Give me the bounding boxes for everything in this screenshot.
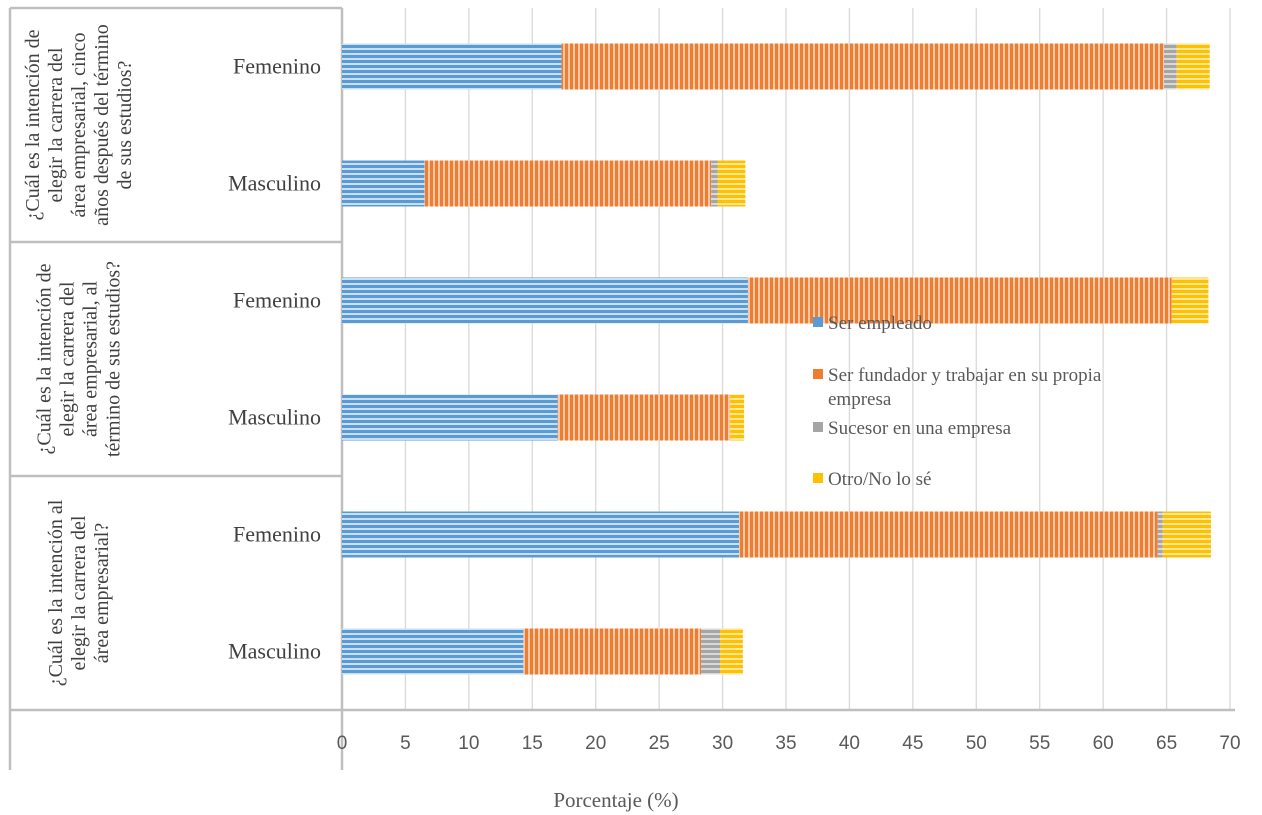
group-label: ¿Cuál es la intención alelegir la carrer…	[45, 499, 113, 686]
x-tick-label: 20	[585, 733, 606, 754]
bar-segment	[720, 628, 743, 675]
bar-segment	[342, 394, 558, 441]
category-label: Femenino	[233, 288, 321, 313]
bar-segment	[1171, 277, 1209, 324]
bar-segment	[1157, 511, 1163, 558]
bars	[342, 43, 1211, 675]
bar-segment	[730, 394, 745, 441]
bar-segment	[342, 43, 562, 90]
x-tick-label: 40	[839, 733, 860, 754]
x-tick-label: 45	[902, 733, 923, 754]
x-tick-label: 60	[1093, 733, 1114, 754]
category-label: Masculino	[228, 171, 321, 196]
x-tick-label: 30	[712, 733, 733, 754]
bar-segment	[342, 628, 524, 675]
legend-swatch	[813, 422, 823, 432]
legend-label: Ser fundador y trabajar en su propia empr…	[828, 365, 1102, 410]
x-axis-title: Porcentaje (%)	[553, 788, 678, 812]
legend-label: Ser empleado	[828, 313, 932, 334]
x-tick-label: 50	[966, 733, 987, 754]
x-tick-label: 35	[775, 733, 796, 754]
legend-label: Otro/No lo sé	[828, 469, 931, 490]
bar-segment	[701, 628, 721, 675]
category-label: Masculino	[228, 639, 321, 664]
x-tick-label: 65	[1156, 733, 1177, 754]
legend-swatch	[813, 473, 823, 483]
x-tick-label: 10	[458, 733, 479, 754]
x-axis-ticks: 0 5 10 15 20 25 30 35 40 45 50 55 60 65 70	[337, 733, 1241, 754]
bar-segment	[1162, 511, 1211, 558]
category-label: Masculino	[228, 405, 321, 430]
bar-segment	[342, 511, 740, 558]
x-tick-label: 0	[337, 733, 348, 754]
x-tick-label: 5	[400, 733, 411, 754]
category-label: Femenino	[233, 54, 321, 79]
bar-segment	[342, 277, 748, 324]
x-tick-label: 15	[522, 733, 543, 754]
bar-segment	[342, 160, 425, 207]
category-label: Femenino	[233, 522, 321, 547]
bar-segment	[424, 160, 712, 207]
bar-segment	[739, 511, 1158, 558]
legend-label: Sucesor en una empresa	[828, 418, 1012, 439]
bar-segment	[717, 160, 746, 207]
legend-swatch	[813, 369, 823, 379]
bar-segment	[1164, 43, 1177, 90]
gridlines	[341, 8, 1231, 710]
bar-segment	[561, 43, 1165, 90]
x-tick-label: 70	[1219, 733, 1240, 754]
category-axis-frame	[8, 6, 1235, 770]
x-tick-label: 25	[649, 733, 670, 754]
bar-segment	[1176, 43, 1210, 90]
legend: Ser empleado Ser fundador y trabajar en s…	[813, 313, 1102, 490]
bar-segment	[523, 628, 702, 675]
legend-swatch	[813, 317, 823, 327]
x-tick-label: 55	[1029, 733, 1050, 754]
bar-segment	[557, 394, 731, 441]
group-label: ¿Cuál es la intención deelegir la carrer…	[34, 261, 125, 457]
bar-segment	[711, 160, 718, 207]
group-label: ¿Cuál es la intención deelegir la carrer…	[22, 24, 136, 226]
bar-segment	[747, 277, 1172, 324]
category-labels: ¿Cuál es la intención deelegir la carrer…	[22, 24, 321, 686]
